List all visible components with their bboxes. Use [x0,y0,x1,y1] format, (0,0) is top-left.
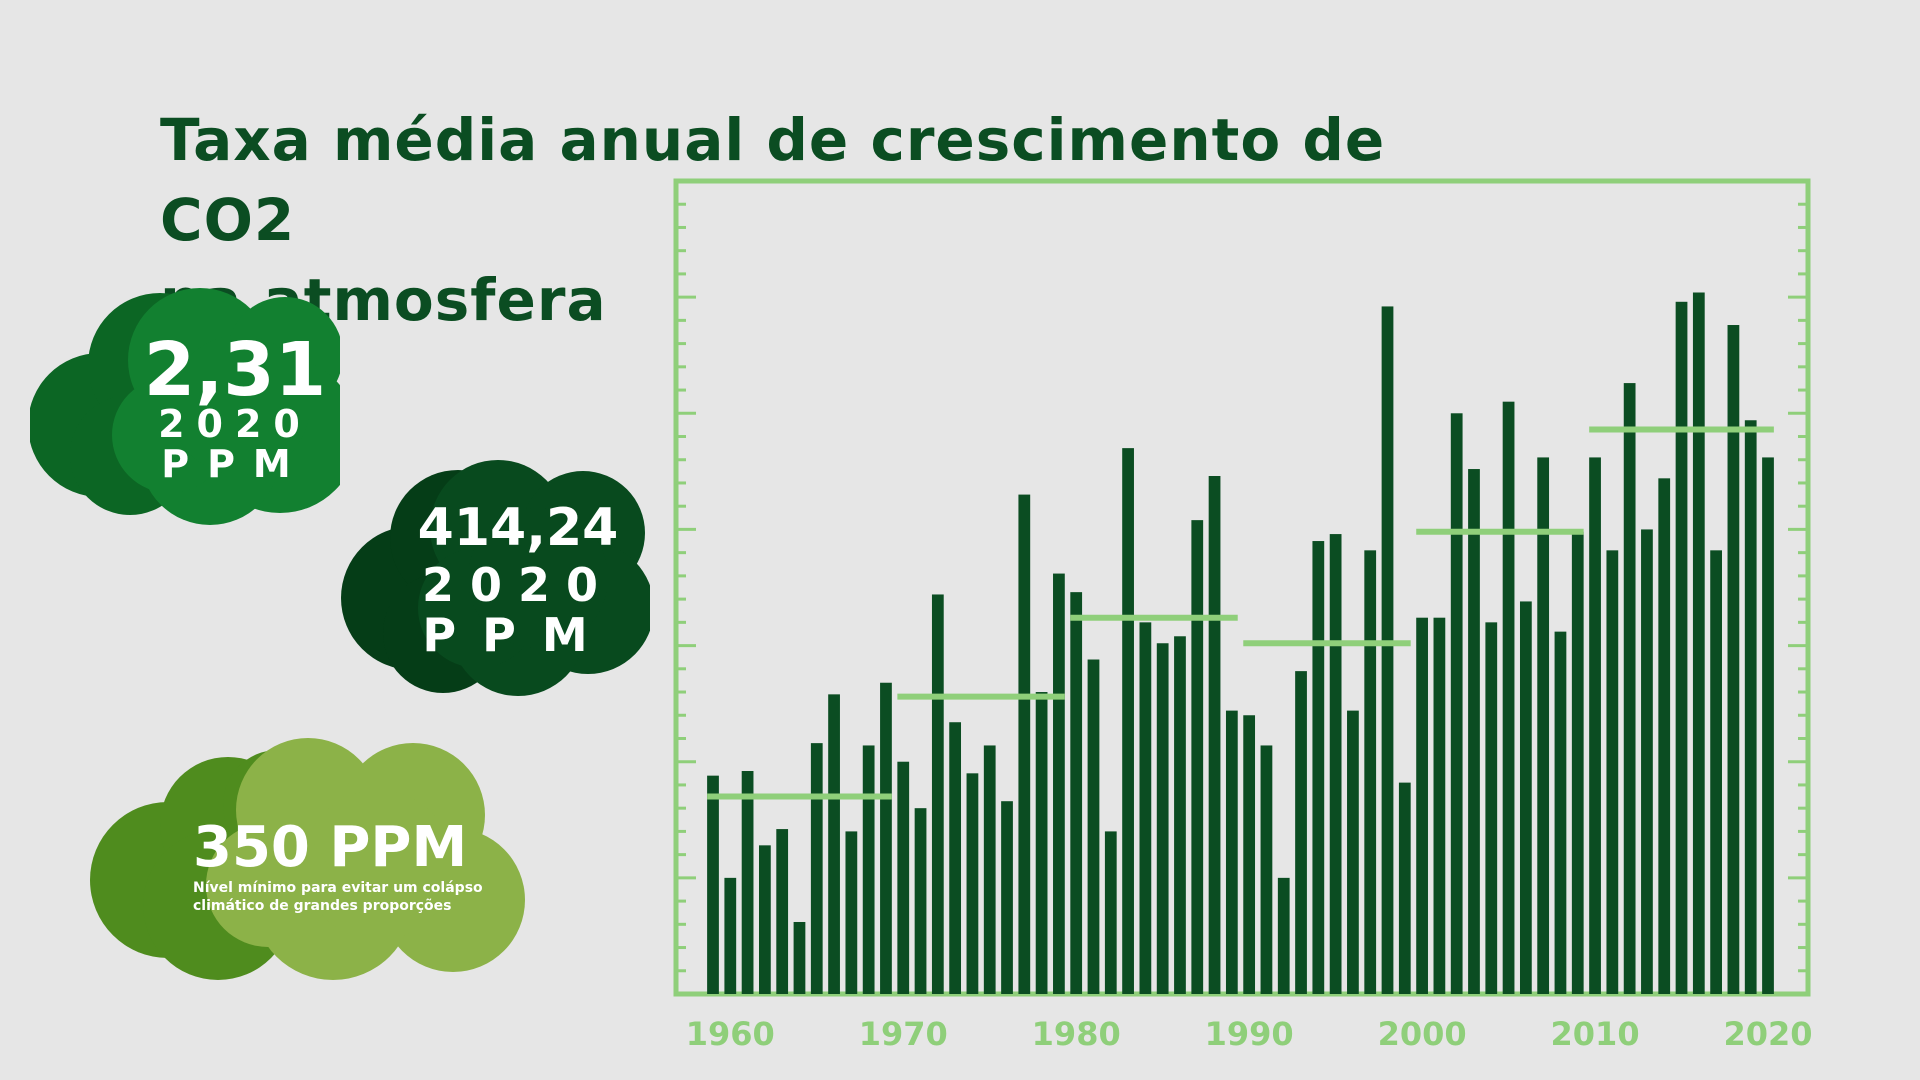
bar-1990 [1243,715,1256,994]
bar-1975 [983,745,996,994]
bar-2004 [1485,622,1498,994]
chart-frame [673,178,1811,997]
bar-1964 [793,921,806,994]
bar-2017 [1710,550,1722,994]
x-tick-label: 2020 [1723,1015,1812,1053]
concentration-cloud: 414,24 2020 PPM [338,458,650,698]
bar-2020 [1762,457,1774,994]
bar-1961 [741,771,754,994]
bar-2008 [1554,631,1567,994]
bar-1984 [1139,622,1152,994]
cloud-shape-icon [90,738,525,980]
cloud-shape-icon [341,460,650,696]
bar-2016 [1692,292,1705,994]
bar-2013 [1641,529,1653,994]
threshold-cloud: 350 PPM Nível mínimo para evitar um colá… [78,735,528,985]
bar-2010 [1589,457,1601,994]
bar-2001 [1433,617,1446,994]
bar-1969 [880,682,892,994]
bar-1991 [1260,745,1273,994]
bar-1968 [862,745,875,994]
bar-2007 [1537,457,1550,994]
bar-1965 [810,743,823,994]
bar-1994 [1312,541,1325,994]
concentration-year: 2020 [421,558,615,612]
bar-1987 [1191,520,1204,994]
cloud-shape-icon [30,288,340,525]
bar-2003 [1468,469,1480,994]
bar-2014 [1658,478,1671,995]
bar-2015 [1675,301,1688,994]
growth-rate-value: 2,31 [143,327,327,413]
bar-1996 [1347,710,1359,994]
concentration-value: 414,24 [417,498,619,558]
bar-2009 [1571,531,1584,994]
chart-title: Taxa média anual de crescimento de CO2 n… [160,100,1460,340]
bar-1986 [1174,636,1186,994]
bar-1993 [1295,671,1307,994]
bar-1995 [1329,534,1342,994]
bar-1959 [707,775,719,994]
bar-2000 [1416,617,1428,994]
x-tick-label: 1980 [1032,1015,1121,1053]
bar-1980 [1070,592,1083,994]
threshold-value: 350 PPM [193,815,468,880]
bar-1963 [776,829,789,994]
bar-1960 [724,877,737,994]
bar-1985 [1156,643,1169,994]
bar-1997 [1364,550,1377,994]
bar-1988 [1208,476,1221,994]
bar-1967 [845,831,858,994]
bar-1977 [1018,494,1031,994]
bar-1974 [966,773,979,994]
bar-1971 [914,808,927,994]
bar-1981 [1087,659,1100,994]
bar-2019 [1744,420,1757,994]
bar-1979 [1053,573,1065,994]
bar-1972 [931,594,944,994]
bar-1978 [1035,692,1048,994]
bar-1982 [1104,831,1117,994]
x-tick-label: 1960 [686,1015,775,1053]
threshold-note: Nível mínimo para evitar um colápso clim… [193,880,483,914]
bar-2002 [1450,413,1463,994]
bar-1976 [1001,801,1013,994]
bar-1962 [759,845,771,994]
bar-2006 [1519,601,1532,994]
bar-1989 [1225,710,1238,994]
concentration-unit: PPM [422,608,614,662]
bar-1999 [1398,782,1411,994]
bar-2005 [1502,401,1515,995]
x-tick-label: 2010 [1551,1015,1640,1053]
bar-1983 [1122,448,1134,995]
growth-rate-unit: PPM [161,442,309,486]
bar-1966 [828,694,840,994]
title-line-1: Taxa média anual de crescimento de CO2 [160,106,1386,254]
growth-rate-year: 2020 [158,402,312,446]
bar-1973 [949,722,962,994]
bar-1992 [1277,877,1290,994]
bar-2018 [1727,325,1740,994]
growth-rate-cloud: 2,31 2020 PPM [30,285,340,525]
x-tick-label: 2000 [1378,1015,1467,1053]
bar-2011 [1606,550,1619,994]
bar-2012 [1623,383,1636,994]
bar-1970 [897,761,910,994]
x-tick-label: 1970 [859,1015,948,1053]
bar-1998 [1381,306,1394,994]
x-tick-label: 1990 [1205,1015,1294,1053]
